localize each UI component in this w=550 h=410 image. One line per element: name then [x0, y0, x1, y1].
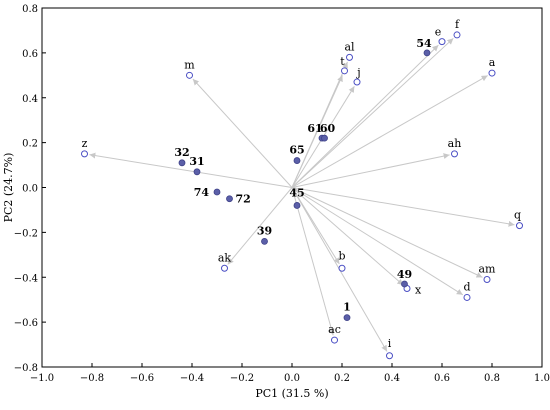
- loading-arrow: [291, 153, 450, 188]
- variable-point: [221, 264, 228, 272]
- y-tick-label: 0.8: [22, 4, 38, 15]
- variable-label: am: [479, 262, 497, 275]
- variable-label: t: [340, 55, 345, 68]
- variable-point: [81, 150, 88, 158]
- loading-arrow: [291, 187, 404, 286]
- x-tick-label: 0.4: [384, 373, 400, 384]
- loading-arrow: [192, 78, 293, 188]
- variable-point: [353, 78, 361, 86]
- variable-label: m: [184, 58, 195, 71]
- y-tick-label: 0.4: [22, 94, 38, 105]
- sample-label: 32: [174, 146, 189, 159]
- sample-label: 74: [194, 186, 210, 199]
- variable-point: [453, 31, 461, 39]
- sample-label: 1: [343, 301, 351, 314]
- y-tick-label: 0.2: [22, 139, 38, 150]
- x-tick-label: −0.4: [180, 373, 204, 384]
- y-tick-label: −0.4: [14, 273, 38, 284]
- variable-point: [516, 222, 523, 230]
- sample-label: 45: [289, 186, 304, 199]
- sample-point: [193, 168, 201, 176]
- sample-point: [401, 280, 408, 288]
- variable-label: b: [338, 249, 345, 262]
- sample-label: 72: [236, 193, 251, 206]
- variable-point: [463, 293, 471, 301]
- x-tick-label: 0.2: [334, 373, 350, 384]
- variable-label: q: [514, 209, 521, 222]
- y-axis-ticks: −0.8 −0.6 −0.4 −0.2 0.0 0.2 0.4 0.6 0.8: [14, 4, 46, 374]
- y-tick-label: −0.8: [14, 363, 38, 374]
- loading-arrow: [227, 187, 293, 265]
- loading-arrow: [291, 187, 515, 227]
- loading-arrow: [291, 75, 343, 188]
- sample-label: 39: [257, 224, 272, 237]
- x-tick-label: −0.6: [130, 373, 154, 384]
- loading-arrow: [291, 187, 464, 296]
- sample-point: [213, 188, 221, 196]
- loading-arrow: [291, 187, 483, 278]
- sample-label: 65: [289, 144, 304, 157]
- loading-arrow: [291, 37, 454, 188]
- variable-point: [186, 71, 193, 79]
- variable-label: al: [344, 40, 355, 53]
- loading-arrow: [291, 75, 488, 188]
- sample-point: [321, 134, 328, 142]
- sample-label: 61: [307, 122, 322, 135]
- variable-label: z: [82, 137, 88, 150]
- variable-point: [346, 53, 353, 61]
- variable-point: [341, 67, 348, 75]
- y-tick-label: 0.6: [22, 49, 38, 60]
- sample-point: [293, 202, 301, 209]
- sample-label: 60: [320, 122, 336, 135]
- sample-label: 54: [416, 37, 432, 50]
- variable-label: ac: [328, 323, 341, 336]
- sample-label: 49: [397, 268, 412, 281]
- variable-point: [386, 352, 393, 360]
- x-tick-label: 0.6: [434, 373, 450, 384]
- variable-label: ak: [218, 251, 232, 264]
- y-tick-label: 0.0: [22, 184, 38, 195]
- loading-arrow: [89, 152, 293, 188]
- x-tick-label: 0.0: [284, 373, 300, 384]
- variable-label: ah: [448, 137, 462, 150]
- variable-point: [338, 264, 346, 272]
- variable-label: j: [355, 66, 360, 79]
- y-tick-label: −0.6: [14, 318, 38, 329]
- variable-label: x: [415, 283, 422, 296]
- x-axis-label: PC1 (31.5 %): [255, 387, 328, 400]
- variable-point: [451, 150, 458, 158]
- variable-point: [483, 275, 491, 283]
- y-tick-label: −0.2: [14, 228, 38, 239]
- x-tick-label: 0.8: [484, 373, 500, 384]
- sample-point: [423, 49, 431, 57]
- y-axis-label: PC2 (24.7%): [2, 153, 15, 223]
- loading-arrow: [291, 187, 335, 336]
- x-tick-label: −1.0: [30, 373, 54, 384]
- sample-point: [343, 314, 351, 322]
- sample-point: [261, 237, 268, 245]
- variable-point: [488, 69, 496, 77]
- x-tick-label: −0.8: [80, 373, 104, 384]
- sample-point: [226, 195, 233, 203]
- data-points: [81, 31, 523, 360]
- variable-point: [331, 336, 338, 344]
- loading-arrow: [291, 44, 439, 188]
- sample-point: [293, 157, 301, 164]
- variable-label: d: [463, 280, 470, 293]
- variable-label: e: [435, 26, 442, 39]
- x-tick-label: 1.0: [534, 373, 550, 384]
- variable-label: i: [388, 337, 392, 350]
- x-tick-label: −0.2: [230, 373, 254, 384]
- sample-label: 31: [189, 155, 204, 168]
- x-axis-ticks: −1.0 −0.8 −0.6 −0.4 −0.2 0.0 0.2 0.4 0.6 0.8 1.0: [30, 363, 550, 384]
- variable-point: [438, 38, 446, 46]
- variable-label: f: [455, 18, 460, 31]
- variable-label: a: [489, 56, 496, 69]
- sample-point: [178, 159, 186, 167]
